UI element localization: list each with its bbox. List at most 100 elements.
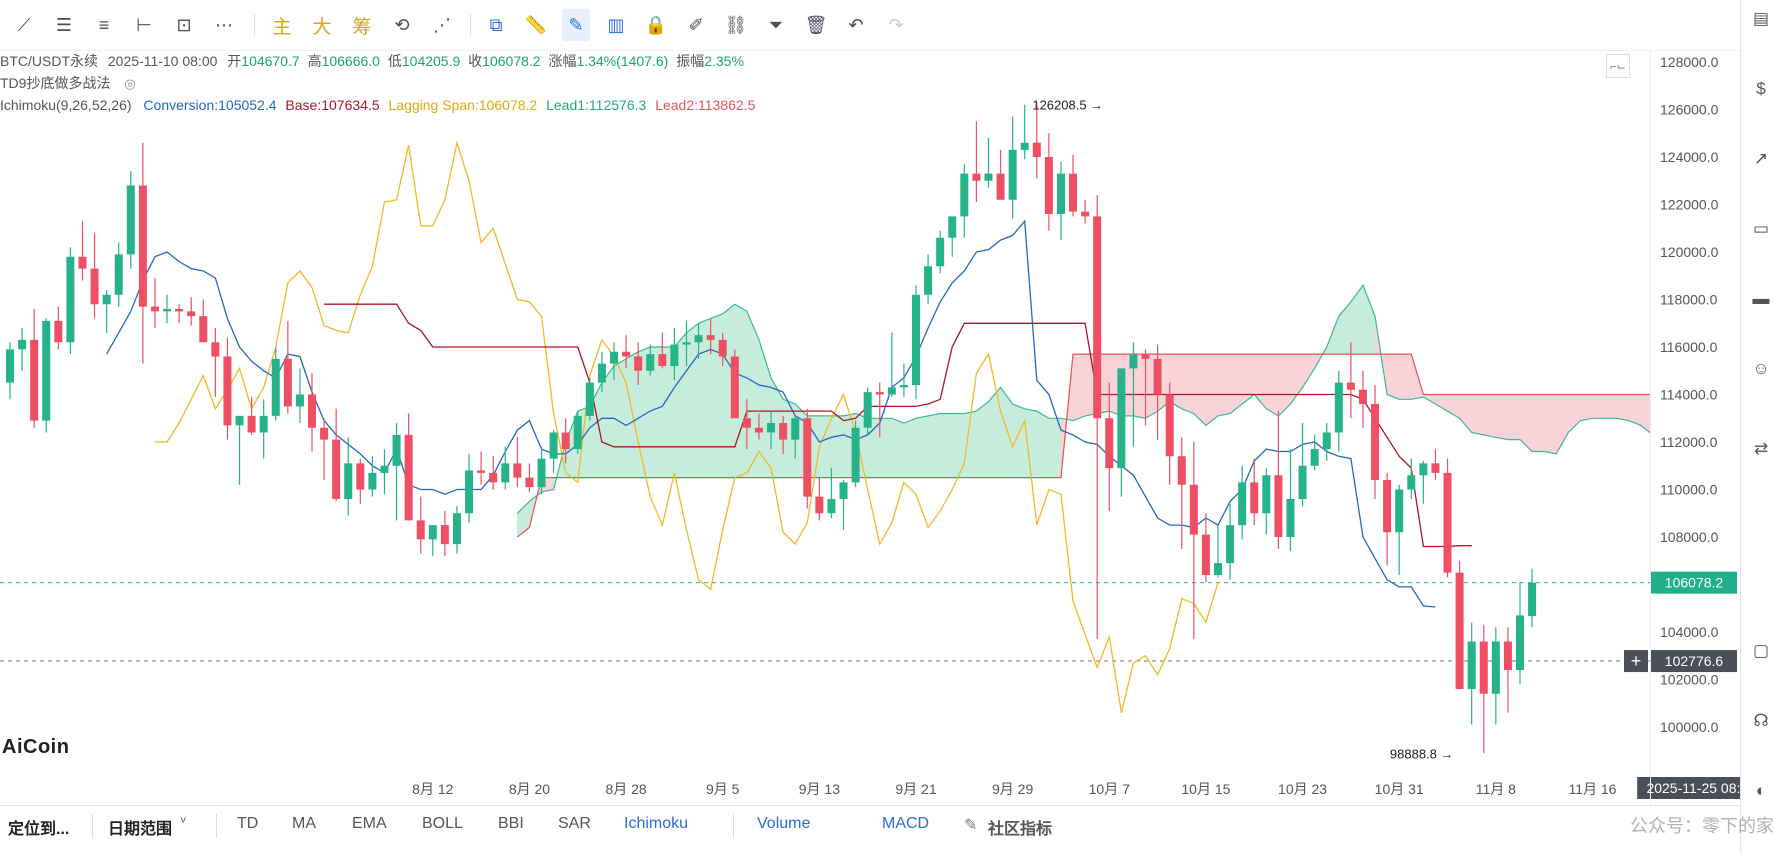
undo-icon[interactable]: ↶ — [848, 14, 864, 35]
high-value: 106666.0 — [321, 53, 380, 69]
crosshair-date-label: 2025-11-25 08:00 — [1646, 780, 1740, 796]
ruler-icon[interactable]: 📏 — [524, 14, 548, 35]
y-tick-label: 126000.0 — [1660, 102, 1719, 118]
link-icon[interactable]: ⛓ — [724, 14, 748, 35]
candle-down — [706, 335, 715, 340]
magnet-icon[interactable]: ⋰ — [433, 14, 451, 35]
edit-community-icon[interactable]: ✎ — [964, 817, 978, 834]
drawing-toolbar: ⟋ ☰ ≡ ⊢ ⊡ ⋯ 主大筹 ⟲ ⋰ ⧉ 📏 ✎ ▥ 🔒 ✐ ⛓ ⏷ 🗑 ↶ ↷ — [0, 0, 1740, 51]
candle-down — [1189, 484, 1198, 535]
candle-down — [404, 434, 413, 521]
date-range-button[interactable]: 日期范围 — [108, 821, 173, 838]
cloud-segment — [1483, 394, 1497, 438]
y-tick-label: 122000.0 — [1660, 197, 1719, 213]
cloud-segment — [1435, 394, 1448, 412]
indicator-tab-boll[interactable]: BOLL — [422, 815, 463, 832]
symbol-label[interactable]: BTC/USDT永续 — [0, 53, 98, 69]
lock-icon[interactable]: 🔒 — [644, 14, 668, 35]
chat-icon[interactable]: ◐ — [1755, 781, 1767, 800]
candles-icon[interactable]: ▥ — [607, 14, 625, 35]
x-tick-label: 8月 20 — [509, 781, 550, 797]
candle-up — [984, 173, 993, 181]
dollar-icon[interactable]: $ — [1756, 79, 1766, 98]
candle-down — [90, 268, 99, 305]
cloud-segment — [1604, 394, 1617, 419]
candle-down — [1443, 472, 1452, 573]
cloud-segment — [976, 401, 989, 478]
candle-up — [380, 465, 389, 473]
candle-down — [996, 173, 1005, 200]
copy-icon[interactable]: ⧉ — [489, 14, 503, 35]
trend-line-icon[interactable]: ⟋ — [17, 14, 31, 35]
filter-icon[interactable]: ⏷ — [768, 14, 784, 35]
candle-up — [163, 309, 172, 312]
more-tools-icon[interactable]: ⋯ — [215, 14, 233, 35]
edit-list-icon[interactable]: ✐ — [688, 14, 704, 35]
candle-down — [54, 320, 63, 343]
etf-icon[interactable]: ▬ — [1752, 289, 1770, 308]
swap-icon[interactable]: ⇄ — [1753, 439, 1769, 458]
sub-indicator-tab-volume[interactable]: Volume — [757, 815, 811, 832]
cloud-segment — [903, 417, 917, 478]
plus-icon: + — [1631, 651, 1642, 671]
candle-down — [754, 427, 763, 433]
candle-down — [972, 173, 981, 181]
td9-indicator-label[interactable]: TD9抄底做多战法 — [0, 75, 111, 91]
horizontal-lines-icon[interactable]: ≡ — [98, 14, 110, 35]
indicator-tab-bbi[interactable]: BBI — [498, 815, 524, 832]
toolbar-label-1[interactable]: 大 — [312, 16, 332, 38]
redo-icon[interactable]: ↷ — [888, 14, 904, 35]
cloud-segment — [1495, 394, 1509, 440]
cloud-segment — [601, 365, 615, 478]
toolbar-label-0[interactable]: 主 — [272, 16, 292, 38]
change-label: 涨幅 — [548, 53, 577, 69]
candle-up — [295, 394, 304, 407]
trash-icon[interactable]: 🗑 — [804, 14, 828, 35]
candle-up — [887, 387, 896, 395]
toolbar-label-2[interactable]: 筹 — [352, 16, 372, 38]
indicator-tab-ichimoku[interactable]: Ichimoku — [624, 815, 689, 832]
pencil-icon[interactable]: ✎ — [562, 9, 590, 41]
candle-up — [863, 392, 872, 428]
x-tick-label: 11月 8 — [1476, 781, 1516, 797]
indicator-tab-td[interactable]: TD — [237, 815, 259, 832]
candle-up — [1310, 449, 1319, 466]
x-tick-label: 9月 5 — [706, 781, 740, 797]
robot-icon[interactable]: ☺ — [1752, 359, 1770, 378]
close-label: 收 — [468, 53, 483, 69]
horizontal-ray-icon[interactable]: ⊢ — [136, 14, 152, 35]
bar-divider — [216, 814, 217, 838]
price-chart[interactable]: 128000.0 126000.0 124000.0 122000.0 120000.0… — [0, 50, 1740, 805]
indicator-tab-ema[interactable]: EMA — [352, 815, 387, 832]
collapse-legend-icon[interactable]: ⌐⌙ — [1606, 54, 1630, 78]
sub-indicator-tab-macd[interactable]: MACD — [882, 815, 930, 832]
community-indicators-button[interactable]: 社区指标 — [988, 821, 1053, 838]
candle-up — [936, 237, 945, 267]
amplitude-label: 振幅 — [676, 53, 705, 69]
candle-up — [66, 256, 75, 343]
panel-icon[interactable]: ▢ — [1752, 641, 1770, 660]
date-range-caret-icon[interactable]: ˅ — [180, 815, 187, 827]
candle-down — [138, 185, 147, 307]
candle-down — [308, 394, 316, 428]
auto-draw-icon[interactable]: ⟲ — [394, 14, 410, 35]
aicoin-logo: AiCoin — [2, 736, 70, 758]
headset-icon[interactable]: ☊ — [1753, 711, 1769, 730]
indicator-bar: 定位到... 日期范围 ˅ TD MA EMA BOLL BBI SAR Ichimoku Volu… — [0, 805, 1740, 846]
indicator-tab-sar[interactable]: SAR — [558, 815, 591, 832]
measure-box-icon[interactable]: ⊡ — [176, 14, 192, 35]
locate-button[interactable]: 定位到... — [8, 821, 70, 838]
candle-up — [126, 185, 135, 255]
document-icon[interactable]: ▤ — [1752, 9, 1770, 28]
eye-hidden-icon[interactable]: ◎ — [124, 76, 136, 91]
cloud-segment — [915, 415, 929, 478]
candle-up — [368, 472, 377, 490]
indicator-tab-ma[interactable]: MA — [292, 815, 316, 832]
trend-chart-icon[interactable]: ↗ — [1753, 149, 1769, 168]
ichimoku-name[interactable]: Ichimoku(9,26,52,26) — [0, 97, 132, 113]
parallel-channel-icon[interactable]: ☰ — [55, 14, 73, 35]
monitor-icon[interactable]: ▭ — [1752, 219, 1770, 238]
x-tick-label: 9月 21 — [895, 781, 936, 797]
candle-down — [622, 351, 631, 357]
